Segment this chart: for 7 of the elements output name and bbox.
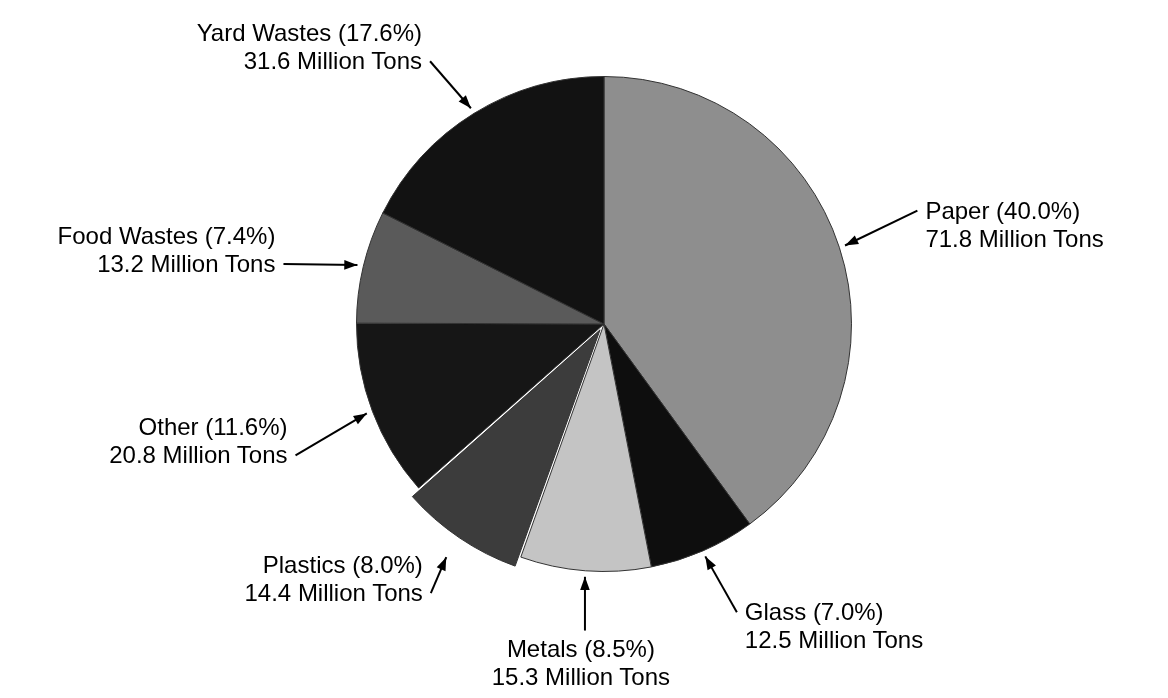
slice-label: Plastics (8.0%) 14.4 Million Tons [244, 551, 423, 607]
slice-label: Yard Wastes (17.6%) 31.6 Million Tons [196, 19, 423, 75]
slice-label: Metals (8.5%) 15.3 Million Tons [491, 634, 671, 690]
slice-label: Food Wastes (7.4%) 13.2 Million Tons [57, 221, 276, 277]
slice-label: Other (11.6%) 20.8 Million Tons [109, 413, 288, 469]
slice-label: Paper (40.0%) 71.8 Million Tons [925, 196, 1104, 252]
slice-label: Glass (7.0%) 12.5 Million Tons [744, 598, 924, 654]
